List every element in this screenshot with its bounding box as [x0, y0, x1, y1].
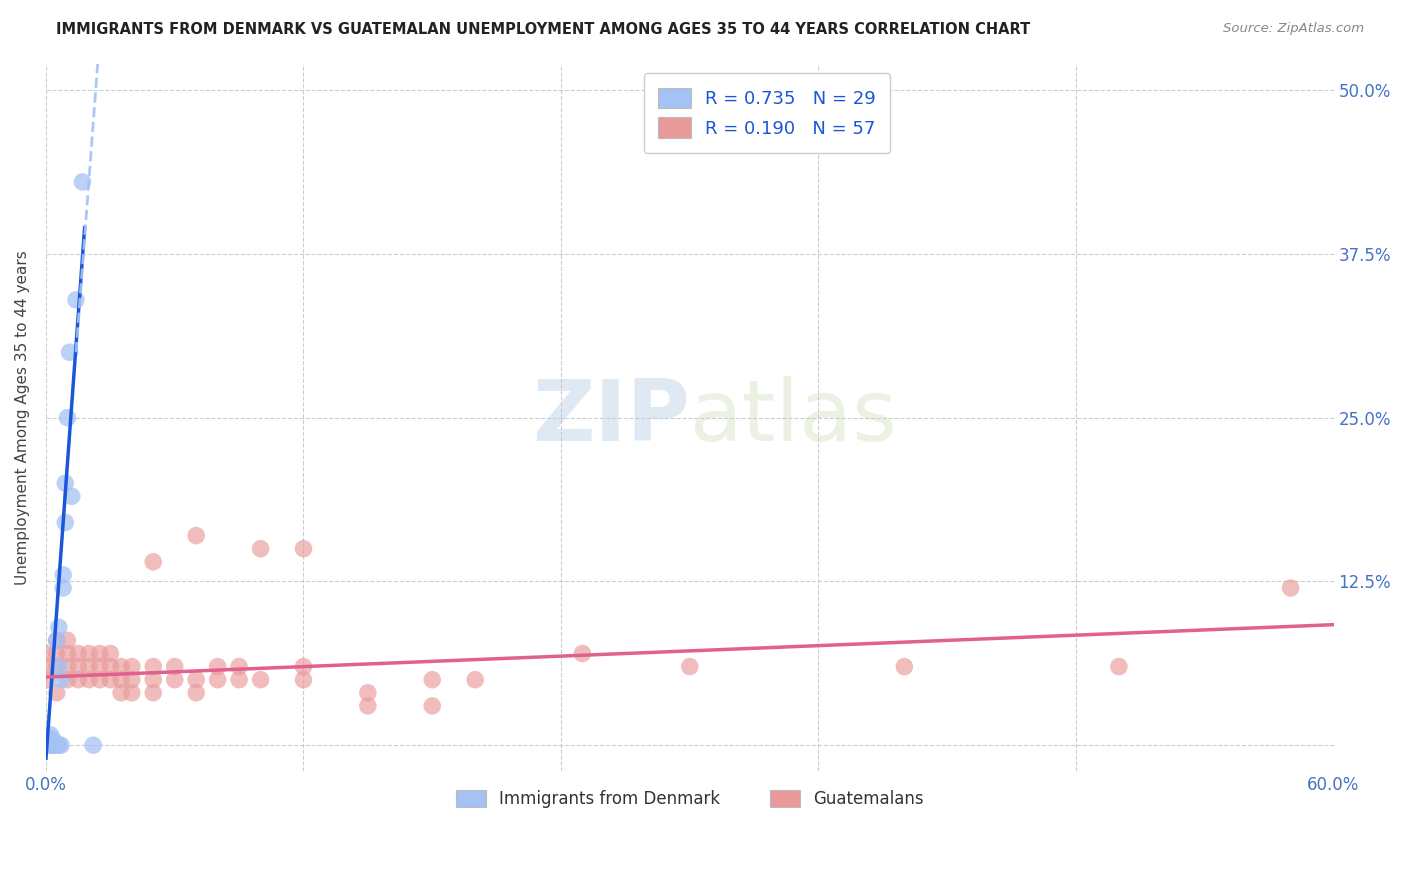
- Point: [52, 581, 75, 595]
- Text: IMMIGRANTS FROM DENMARK VS GUATEMALAN UNEMPLOYMENT AMONG AGES 35 TO 44 YEARS COR: IMMIGRANTS FROM DENMARK VS GUATEMALAN UN…: [56, 22, 1031, 37]
- Point: [41, 735, 63, 749]
- Point: [39, 734, 62, 748]
- Point: [357, 698, 380, 713]
- Point: [48, 738, 70, 752]
- Point: [53, 516, 76, 530]
- Point: [37, 738, 59, 752]
- Point: [45, 686, 67, 700]
- Point: [56, 410, 79, 425]
- Point: [1108, 659, 1130, 673]
- Point: [56, 659, 79, 673]
- Point: [44, 738, 66, 752]
- Point: [65, 293, 87, 307]
- Point: [679, 659, 702, 673]
- Point: [41, 731, 63, 746]
- Point: [77, 659, 100, 673]
- Point: [89, 673, 111, 687]
- Point: [45, 659, 67, 673]
- Point: [357, 686, 380, 700]
- Point: [1279, 581, 1302, 595]
- Point: [292, 659, 315, 673]
- Point: [98, 673, 121, 687]
- Point: [420, 673, 443, 687]
- Point: [186, 686, 208, 700]
- Point: [571, 647, 593, 661]
- Point: [41, 738, 63, 752]
- Text: ZIP: ZIP: [531, 376, 690, 459]
- Point: [98, 659, 121, 673]
- Point: [45, 737, 67, 751]
- Point: [60, 489, 83, 503]
- Point: [82, 738, 104, 752]
- Point: [45, 633, 67, 648]
- Point: [56, 647, 79, 661]
- Point: [89, 659, 111, 673]
- Point: [249, 673, 271, 687]
- Point: [186, 673, 208, 687]
- Point: [67, 673, 90, 687]
- Point: [44, 737, 66, 751]
- Point: [207, 659, 229, 673]
- Point: [207, 673, 229, 687]
- Point: [52, 568, 75, 582]
- Point: [110, 686, 132, 700]
- Point: [186, 528, 208, 542]
- Point: [89, 647, 111, 661]
- Point: [67, 647, 90, 661]
- Point: [45, 633, 67, 648]
- Point: [77, 647, 100, 661]
- Point: [110, 659, 132, 673]
- Point: [35, 659, 58, 673]
- Point: [45, 738, 67, 752]
- Point: [56, 633, 79, 648]
- Point: [142, 659, 165, 673]
- Text: Source: ZipAtlas.com: Source: ZipAtlas.com: [1223, 22, 1364, 36]
- Point: [37, 735, 59, 749]
- Point: [98, 647, 121, 661]
- Point: [121, 686, 143, 700]
- Point: [142, 673, 165, 687]
- Point: [249, 541, 271, 556]
- Point: [39, 728, 62, 742]
- Point: [464, 673, 486, 687]
- Point: [893, 659, 915, 673]
- Point: [35, 673, 58, 687]
- Point: [163, 673, 186, 687]
- Point: [48, 659, 70, 673]
- Point: [56, 673, 79, 687]
- Point: [77, 673, 100, 687]
- Point: [49, 738, 72, 752]
- Legend: Immigrants from Denmark, Guatemalans: Immigrants from Denmark, Guatemalans: [447, 781, 932, 816]
- Point: [142, 686, 165, 700]
- Point: [35, 647, 58, 661]
- Point: [142, 555, 165, 569]
- Point: [45, 647, 67, 661]
- Point: [110, 673, 132, 687]
- Point: [67, 659, 90, 673]
- Text: atlas: atlas: [690, 376, 898, 459]
- Point: [121, 659, 143, 673]
- Y-axis label: Unemployment Among Ages 35 to 44 years: Unemployment Among Ages 35 to 44 years: [15, 251, 30, 585]
- Point: [292, 673, 315, 687]
- Point: [163, 659, 186, 673]
- Point: [228, 659, 250, 673]
- Point: [420, 698, 443, 713]
- Point: [49, 673, 72, 687]
- Point: [48, 620, 70, 634]
- Point: [121, 673, 143, 687]
- Point: [58, 345, 80, 359]
- Point: [39, 738, 62, 752]
- Point: [292, 541, 315, 556]
- Point: [37, 731, 59, 746]
- Point: [72, 175, 94, 189]
- Point: [228, 673, 250, 687]
- Point: [53, 476, 76, 491]
